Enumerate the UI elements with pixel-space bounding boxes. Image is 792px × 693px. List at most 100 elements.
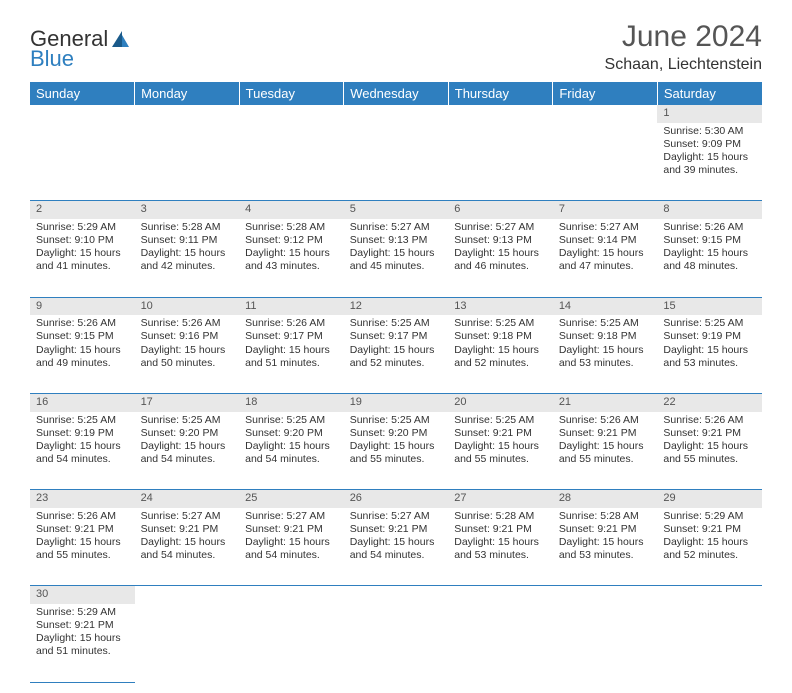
sunrise-text: Sunrise: 5:25 AM <box>454 414 547 427</box>
day-cell: Sunrise: 5:28 AMSunset: 9:11 PMDaylight:… <box>135 219 240 297</box>
daylight-text: Daylight: 15 hours and 52 minutes. <box>454 344 547 370</box>
day-number-cell: 5 <box>344 201 449 219</box>
sunset-text: Sunset: 9:10 PM <box>36 234 129 247</box>
sunrise-text: Sunrise: 5:27 AM <box>245 510 338 523</box>
sunset-text: Sunset: 9:20 PM <box>141 427 234 440</box>
sunset-text: Sunset: 9:19 PM <box>663 330 756 343</box>
weekday-header: Friday <box>553 82 658 105</box>
sunrise-text: Sunrise: 5:25 AM <box>350 317 443 330</box>
day-cell-body: Sunrise: 5:28 AMSunset: 9:21 PMDaylight:… <box>553 508 658 567</box>
day-number-cell: 11 <box>239 297 344 315</box>
day-number-cell: 30 <box>30 586 135 604</box>
daylight-text: Daylight: 15 hours and 53 minutes. <box>454 536 547 562</box>
weekday-header: Saturday <box>657 82 762 105</box>
day-cell: Sunrise: 5:28 AMSunset: 9:21 PMDaylight:… <box>448 508 553 586</box>
daylight-text: Daylight: 15 hours and 52 minutes. <box>350 344 443 370</box>
sunrise-text: Sunrise: 5:25 AM <box>245 414 338 427</box>
day-cell <box>239 123 344 201</box>
daylight-text: Daylight: 15 hours and 54 minutes. <box>141 536 234 562</box>
day-cell: Sunrise: 5:28 AMSunset: 9:21 PMDaylight:… <box>553 508 658 586</box>
day-cell-body: Sunrise: 5:27 AMSunset: 9:13 PMDaylight:… <box>448 219 553 278</box>
sail-icon <box>110 29 130 49</box>
daylight-text: Daylight: 15 hours and 45 minutes. <box>350 247 443 273</box>
daylight-text: Daylight: 15 hours and 55 minutes. <box>350 440 443 466</box>
weekday-header-row: Sunday Monday Tuesday Wednesday Thursday… <box>30 82 762 105</box>
day-number-cell <box>553 105 658 123</box>
day-cell-body: Sunrise: 5:25 AMSunset: 9:20 PMDaylight:… <box>135 412 240 471</box>
day-cell-body: Sunrise: 5:25 AMSunset: 9:17 PMDaylight:… <box>344 315 449 374</box>
day-cell: Sunrise: 5:27 AMSunset: 9:21 PMDaylight:… <box>239 508 344 586</box>
sunrise-text: Sunrise: 5:25 AM <box>454 317 547 330</box>
day-cell-body: Sunrise: 5:25 AMSunset: 9:19 PMDaylight:… <box>657 315 762 374</box>
sunset-text: Sunset: 9:17 PM <box>350 330 443 343</box>
day-cell-body: Sunrise: 5:29 AMSunset: 9:21 PMDaylight:… <box>657 508 762 567</box>
daylight-text: Daylight: 15 hours and 54 minutes. <box>141 440 234 466</box>
daylight-text: Daylight: 15 hours and 53 minutes. <box>559 536 652 562</box>
daylight-text: Daylight: 15 hours and 52 minutes. <box>663 536 756 562</box>
sunset-text: Sunset: 9:09 PM <box>663 138 756 151</box>
sunrise-text: Sunrise: 5:30 AM <box>663 125 756 138</box>
day-cell-body: Sunrise: 5:25 AMSunset: 9:20 PMDaylight:… <box>344 412 449 471</box>
week-row: Sunrise: 5:29 AMSunset: 9:21 PMDaylight:… <box>30 604 762 682</box>
day-cell <box>344 123 449 201</box>
sunrise-text: Sunrise: 5:26 AM <box>663 221 756 234</box>
day-cell: Sunrise: 5:25 AMSunset: 9:18 PMDaylight:… <box>448 315 553 393</box>
week-row: Sunrise: 5:26 AMSunset: 9:15 PMDaylight:… <box>30 315 762 393</box>
day-cell: Sunrise: 5:25 AMSunset: 9:19 PMDaylight:… <box>30 412 135 490</box>
day-cell <box>448 604 553 682</box>
sunset-text: Sunset: 9:21 PM <box>454 523 547 536</box>
day-number-cell: 14 <box>553 297 658 315</box>
day-cell: Sunrise: 5:25 AMSunset: 9:18 PMDaylight:… <box>553 315 658 393</box>
day-number-cell: 26 <box>344 490 449 508</box>
daylight-text: Daylight: 15 hours and 55 minutes. <box>36 536 129 562</box>
day-cell <box>657 604 762 682</box>
daylight-text: Daylight: 15 hours and 46 minutes. <box>454 247 547 273</box>
day-number-cell: 7 <box>553 201 658 219</box>
day-cell-body: Sunrise: 5:27 AMSunset: 9:21 PMDaylight:… <box>344 508 449 567</box>
day-number-cell: 12 <box>344 297 449 315</box>
day-cell: Sunrise: 5:27 AMSunset: 9:21 PMDaylight:… <box>344 508 449 586</box>
day-cell-body: Sunrise: 5:26 AMSunset: 9:21 PMDaylight:… <box>657 412 762 471</box>
day-cell-body: Sunrise: 5:27 AMSunset: 9:21 PMDaylight:… <box>135 508 240 567</box>
day-cell <box>239 604 344 682</box>
sunset-text: Sunset: 9:21 PM <box>245 523 338 536</box>
month-title: June 2024 <box>605 20 762 54</box>
day-number-cell <box>344 105 449 123</box>
sunset-text: Sunset: 9:13 PM <box>350 234 443 247</box>
sunrise-text: Sunrise: 5:27 AM <box>141 510 234 523</box>
day-cell-body: Sunrise: 5:25 AMSunset: 9:20 PMDaylight:… <box>239 412 344 471</box>
day-number-cell: 25 <box>239 490 344 508</box>
sunset-text: Sunset: 9:16 PM <box>141 330 234 343</box>
day-number-row: 1 <box>30 105 762 123</box>
daylight-text: Daylight: 15 hours and 54 minutes. <box>350 536 443 562</box>
day-number-cell: 17 <box>135 393 240 411</box>
sunset-text: Sunset: 9:18 PM <box>454 330 547 343</box>
daylight-text: Daylight: 15 hours and 55 minutes. <box>454 440 547 466</box>
daylight-text: Daylight: 15 hours and 43 minutes. <box>245 247 338 273</box>
day-cell-body: Sunrise: 5:25 AMSunset: 9:18 PMDaylight:… <box>553 315 658 374</box>
sunrise-text: Sunrise: 5:28 AM <box>141 221 234 234</box>
sunset-text: Sunset: 9:21 PM <box>663 427 756 440</box>
day-number-cell: 3 <box>135 201 240 219</box>
sunrise-text: Sunrise: 5:29 AM <box>36 606 129 619</box>
sunset-text: Sunset: 9:21 PM <box>350 523 443 536</box>
day-number-cell <box>30 105 135 123</box>
sunrise-text: Sunrise: 5:29 AM <box>36 221 129 234</box>
day-number-cell: 13 <box>448 297 553 315</box>
calendar-body: 1 Sunrise: 5:30 AMSunset: 9:09 PM Daylight… <box>30 105 762 682</box>
sunset-text: Sunset: 9:15 PM <box>36 330 129 343</box>
day-cell-body: Sunrise: 5:29 AMSunset: 9:10 PMDaylight:… <box>30 219 135 278</box>
sunset-text: Sunset: 9:21 PM <box>559 427 652 440</box>
day-number-cell <box>553 586 658 604</box>
sunset-text: Sunset: 9:21 PM <box>36 523 129 536</box>
sunset-text: Sunset: 9:15 PM <box>663 234 756 247</box>
weekday-header: Sunday <box>30 82 135 105</box>
day-cell: Sunrise: 5:25 AMSunset: 9:19 PMDaylight:… <box>657 315 762 393</box>
day-cell: Sunrise: 5:25 AMSunset: 9:20 PMDaylight:… <box>344 412 449 490</box>
sunrise-text: Sunrise: 5:27 AM <box>350 221 443 234</box>
day-number-cell: 19 <box>344 393 449 411</box>
week-row: Sunrise: 5:29 AMSunset: 9:10 PM Daylight:… <box>30 219 762 297</box>
day-number-cell: 2 <box>30 201 135 219</box>
calendar-table: Sunday Monday Tuesday Wednesday Thursday… <box>30 82 762 683</box>
day-cell: Sunrise: 5:25 AMSunset: 9:20 PMDaylight:… <box>239 412 344 490</box>
